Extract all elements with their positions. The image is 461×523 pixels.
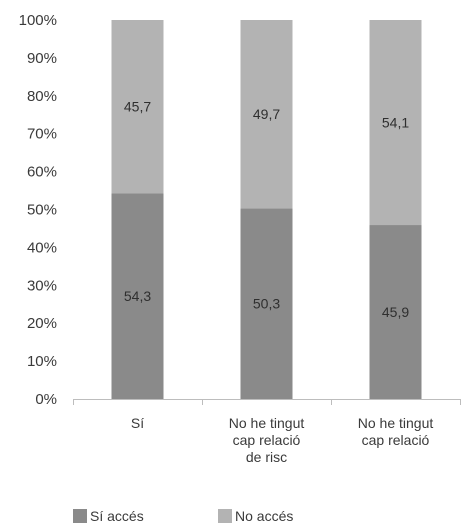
legend-label: No accés [235, 508, 293, 523]
bar-value-label: 54,1 [382, 115, 409, 131]
bar-value-label: 45,9 [382, 304, 409, 320]
y-tick-label: 40% [27, 239, 57, 256]
y-tick-label: 50% [27, 202, 57, 219]
x-category-label: No he tingut [358, 415, 434, 431]
bar-value-label: 54,3 [124, 288, 151, 304]
bar-segment [369, 225, 422, 399]
x-category-label: cap relació [362, 432, 430, 448]
legend-swatch [218, 509, 232, 523]
bar-segment [240, 20, 293, 209]
bar-segment [111, 193, 164, 399]
bar-value-label: 50,3 [253, 296, 280, 312]
bar-segment [240, 208, 293, 399]
x-category-label: de risc [246, 449, 287, 465]
x-category-label: cap relació [233, 432, 301, 448]
bar-value-label: 45,7 [124, 99, 151, 115]
y-tick-label: 10% [27, 353, 57, 370]
y-tick-label: 20% [27, 315, 57, 332]
y-tick-label: 100% [19, 12, 57, 29]
y-tick-label: 30% [27, 277, 57, 294]
y-tick-label: 60% [27, 164, 57, 181]
x-category-label: No he tingut [229, 415, 305, 431]
y-tick-label: 80% [27, 88, 57, 105]
bars: 54,3 45,7 50,3 49,7 45,9 54,1 [111, 20, 422, 399]
y-axis: 0% 10% 20% 30% 40% 50% 60% 70% 80% 90% 100% [19, 12, 57, 408]
x-category-label: Sí [131, 415, 144, 431]
legend-label: Sí accés [90, 508, 144, 523]
y-tick-label: 90% [27, 50, 57, 67]
bar-segment [369, 20, 422, 226]
y-tick-label: 70% [27, 126, 57, 143]
legend: Sí accés No accés [73, 508, 293, 523]
bar-segment [111, 20, 164, 194]
legend-swatch [73, 509, 87, 523]
y-tick-label: 0% [35, 391, 57, 408]
bar-value-label: 49,7 [253, 106, 280, 122]
